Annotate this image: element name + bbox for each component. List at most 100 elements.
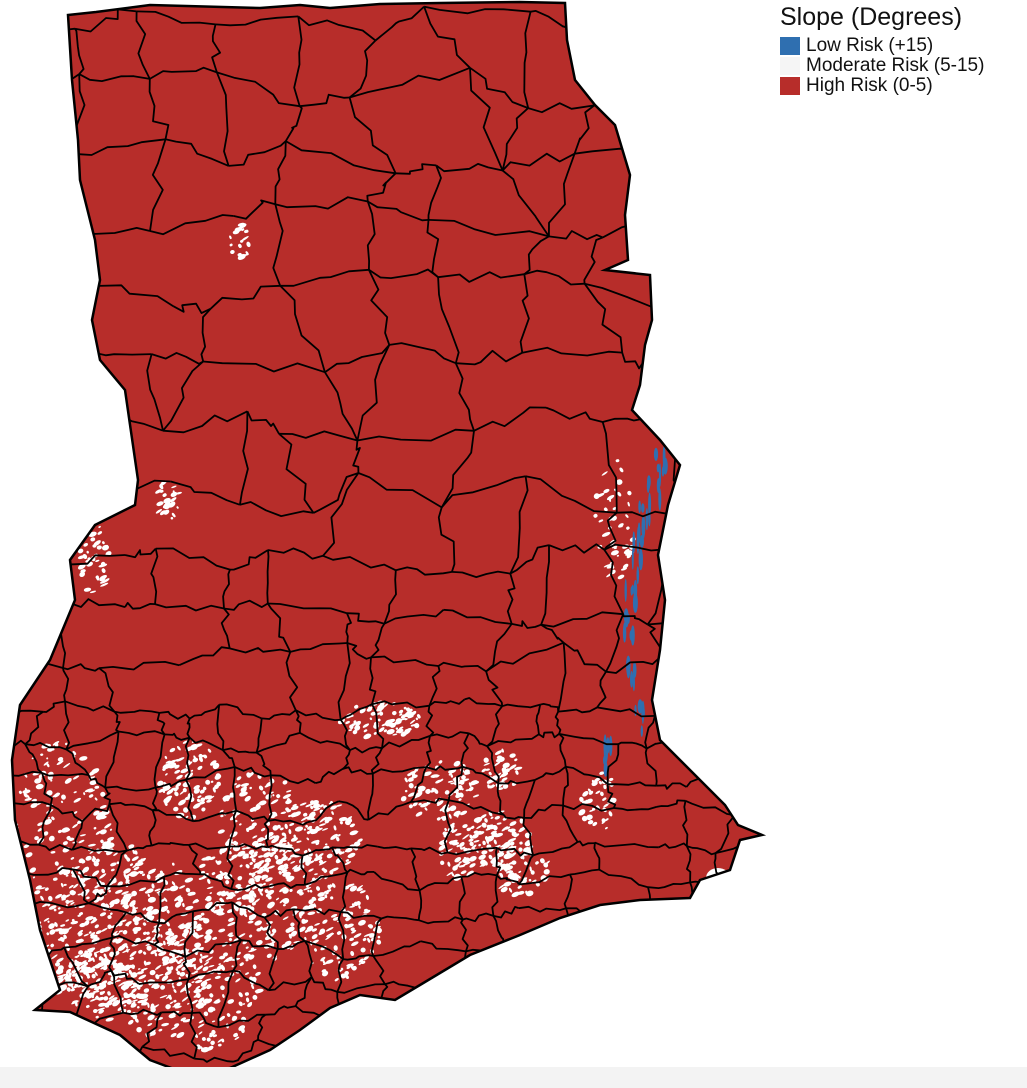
district-boundary (12, 905, 31, 922)
moderate-risk-patch (314, 873, 318, 876)
moderate-risk-patch (262, 852, 272, 858)
district-boundary (562, 803, 614, 812)
district-boundary (419, 875, 462, 892)
moderate-risk-patch (267, 889, 275, 895)
district-boundary (647, 911, 696, 923)
moderate-risk-patch (459, 779, 465, 785)
moderate-risk-patch (293, 834, 297, 840)
moderate-risk-patch (192, 920, 198, 926)
district-boundary (527, 102, 595, 114)
moderate-risk-patch (609, 562, 613, 564)
district-boundary (468, 732, 488, 748)
moderate-risk-patch (416, 714, 421, 719)
district-boundary (593, 842, 601, 870)
moderate-risk-patch (293, 940, 301, 944)
moderate-risk-patch (126, 923, 129, 927)
moderate-risk-patch (282, 916, 289, 920)
moderate-risk-patch (100, 582, 109, 587)
low-risk-patch (638, 500, 641, 513)
moderate-risk-patch (136, 917, 145, 921)
moderate-risk-patch (505, 853, 510, 858)
district-boundary (18, 600, 67, 626)
district-boundary (155, 778, 187, 789)
district-boundary (279, 285, 326, 373)
district-boundary (302, 846, 333, 857)
moderate-risk-patch (82, 553, 88, 560)
district-boundary (464, 971, 487, 991)
district-boundary (223, 599, 269, 611)
moderate-risk-patch (238, 1001, 243, 1007)
district-boundary (29, 901, 89, 909)
moderate-risk-patch (199, 863, 206, 869)
moderate-risk-patch (596, 493, 605, 498)
moderate-risk-patch (110, 862, 117, 867)
moderate-risk-patch (123, 893, 132, 897)
moderate-risk-patch (211, 1020, 216, 1023)
moderate-risk-patch (454, 857, 462, 863)
moderate-risk-patch (481, 822, 487, 828)
low-risk-patch (637, 699, 643, 714)
district-boundary (232, 1038, 259, 1063)
moderate-risk-patch (156, 501, 164, 507)
moderate-risk-patch (387, 718, 396, 723)
low-risk-patch (633, 662, 637, 678)
moderate-risk-patch (157, 780, 164, 787)
district-boundary (12, 408, 92, 442)
moderate-risk-patch (485, 768, 490, 771)
moderate-risk-patch (280, 827, 284, 831)
moderate-risk-patch (305, 805, 309, 807)
district-boundary (12, 980, 31, 985)
moderate-risk-patch (206, 799, 212, 803)
moderate-risk-patch (43, 831, 49, 836)
district-boundary (519, 940, 543, 986)
moderate-risk-patch (86, 588, 90, 591)
moderate-risk-patch (392, 733, 398, 736)
moderate-risk-patch (320, 956, 326, 962)
moderate-risk-patch (145, 906, 154, 912)
district-boundary (428, 698, 466, 707)
moderate-risk-patch (142, 907, 147, 911)
moderate-risk-patch (128, 1019, 134, 1025)
legend-item-low-risk: Low Risk (+15) (780, 35, 984, 56)
moderate-risk-patch (256, 865, 260, 869)
moderate-risk-patch (102, 541, 105, 545)
moderate-risk-patch (325, 934, 333, 941)
moderate-risk-patch (497, 851, 505, 857)
moderate-risk-patch (162, 763, 171, 770)
moderate-risk-patch (414, 769, 418, 772)
low-risk-patch (656, 478, 661, 494)
moderate-risk-patch (216, 909, 224, 916)
district-boundary (717, 764, 762, 771)
moderate-risk-patch (400, 731, 407, 737)
moderate-risk-patch (182, 787, 187, 793)
moderate-risk-patch (93, 991, 96, 994)
district-boundary (113, 711, 121, 733)
moderate-risk-patch (440, 860, 445, 865)
district-boundary (261, 709, 297, 720)
moderate-risk-patch (603, 803, 609, 808)
district-boundary (367, 200, 429, 222)
district-boundary (381, 735, 431, 749)
moderate-risk-patch (345, 859, 349, 862)
moderate-risk-patch (40, 753, 44, 756)
moderate-risk-patch (183, 987, 187, 992)
moderate-risk-patch (228, 934, 234, 938)
moderate-risk-patch (142, 922, 147, 926)
moderate-risk-patch (262, 790, 266, 795)
district-boundary (676, 509, 691, 545)
moderate-risk-patch (110, 868, 115, 872)
moderate-risk-patch (54, 741, 59, 748)
district-boundary (690, 16, 701, 109)
district-boundary (537, 1042, 560, 1060)
moderate-risk-patch (175, 968, 179, 972)
moderate-risk-patch (349, 817, 352, 822)
moderate-risk-patch (204, 978, 212, 982)
moderate-risk-patch (344, 917, 352, 921)
moderate-risk-patch (278, 843, 284, 848)
district-boundary (522, 346, 623, 357)
moderate-risk-patch (14, 857, 21, 864)
moderate-risk-patch (502, 783, 509, 789)
moderate-risk-patch (381, 703, 389, 709)
district-boundary (183, 911, 194, 957)
district-boundary (601, 421, 618, 513)
